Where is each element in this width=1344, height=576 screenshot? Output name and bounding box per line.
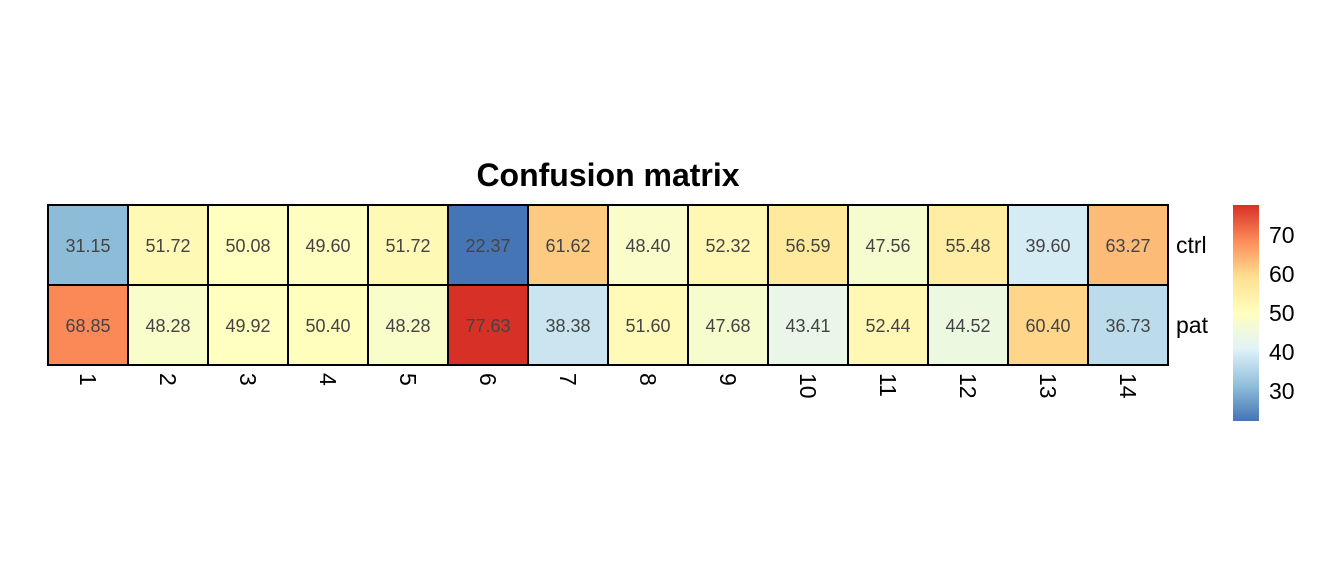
column-label-12: 12 [955,373,981,399]
cell-value-label: 52.32 [705,236,750,256]
cell-value-label: 50.08 [225,236,270,256]
cell-value-label: 43.41 [785,316,830,336]
cell-value-label: 38.38 [545,316,590,336]
heatmap-cells: 31.15 51.72 50.08 49.60 51.72 22.37 61.62 48.40… [47,204,1169,366]
cell-value-label: 49.92 [225,316,270,336]
cell-value-label: 68.85 [65,316,110,336]
heatmap-cell-pat-7 [527,284,609,366]
cell-value-label: 60.40 [1025,316,1070,336]
legend-tick-label: 60 [1269,261,1295,287]
cell-value-label: 44.52 [945,316,990,336]
heatmap-cell-ctrl-1 [47,204,129,286]
column-label-8: 8 [635,373,661,386]
column-label-14: 14 [1115,373,1141,399]
cell-value-label: 31.15 [65,236,110,256]
cell-value-label: 48.28 [145,316,190,336]
row-label-ctrl: ctrl [1176,232,1207,258]
column-label-10: 10 [795,373,821,399]
heatmap-cell-pat-11 [847,284,929,366]
cell-value-label: 61.62 [545,236,590,256]
legend-tick-label: 30 [1269,378,1295,404]
heatmap-cell-pat-3 [207,284,289,366]
cell-value-label: 51.72 [145,236,190,256]
legend-tick-label: 40 [1269,339,1295,365]
cell-value-label: 22.37 [465,236,510,256]
column-label-13: 13 [1035,373,1061,399]
heatmap-cell-ctrl-12 [927,204,1009,286]
column-labels: 1 2 3 4 5 6 7 8 9 10 11 12 13 14 [75,373,1141,399]
column-label-3: 3 [235,373,261,386]
column-label-1: 1 [75,373,101,386]
column-label-2: 2 [155,373,181,386]
legend-tick-label: 50 [1269,300,1295,326]
cell-value-label: 52.44 [865,316,910,336]
column-label-4: 4 [315,373,341,386]
column-label-7: 7 [555,373,581,386]
cell-value-label: 39.60 [1025,236,1070,256]
legend-color-bar [1233,205,1259,421]
heatmap-cell-ctrl-2 [127,204,209,286]
heatmap-cell-pat-2 [127,284,209,366]
cell-value-label: 63.27 [1105,236,1150,256]
cell-value-label: 56.59 [785,236,830,256]
column-label-11: 11 [875,373,901,397]
cell-value-label: 50.40 [305,316,350,336]
heatmap-cell-pat-6 [447,284,529,366]
cell-value-label: 36.73 [1105,316,1150,336]
heatmap-cell-pat-14 [1087,284,1169,366]
heatmap-cell-ctrl-6 [447,204,529,286]
cell-value-label: 55.48 [945,236,990,256]
cell-value-label: 77.63 [465,316,510,336]
row-labels: ctrl pat [1176,232,1209,338]
cell-value-label: 51.72 [385,236,430,256]
cell-value-label: 47.68 [705,316,750,336]
row-label-pat: pat [1176,312,1209,338]
column-label-5: 5 [395,373,421,386]
column-label-6: 6 [475,373,501,386]
chart-title: Confusion matrix [476,157,739,193]
heatmap-cell-pat-8 [607,284,689,366]
heatmap-cell-pat-4 [287,284,369,366]
cell-value-label: 51.60 [625,316,670,336]
heatmap-cell-pat-13 [1007,284,1089,366]
cell-value-label: 48.28 [385,316,430,336]
column-label-9: 9 [715,373,741,386]
legend-tick-label: 70 [1269,222,1295,248]
heatmap-cell-ctrl-8 [607,204,689,286]
heatmap-cell-pat-5 [367,284,449,366]
heatmap-cell-ctrl-10 [767,204,849,286]
heatmap-cell-ctrl-14 [1087,204,1169,286]
cell-value-label: 48.40 [625,236,670,256]
cell-value-label: 47.56 [865,236,910,256]
color-legend: 30 40 50 60 70 [1233,205,1295,421]
heatmap-cell-pat-9 [687,284,769,366]
cell-value-label: 49.60 [305,236,350,256]
